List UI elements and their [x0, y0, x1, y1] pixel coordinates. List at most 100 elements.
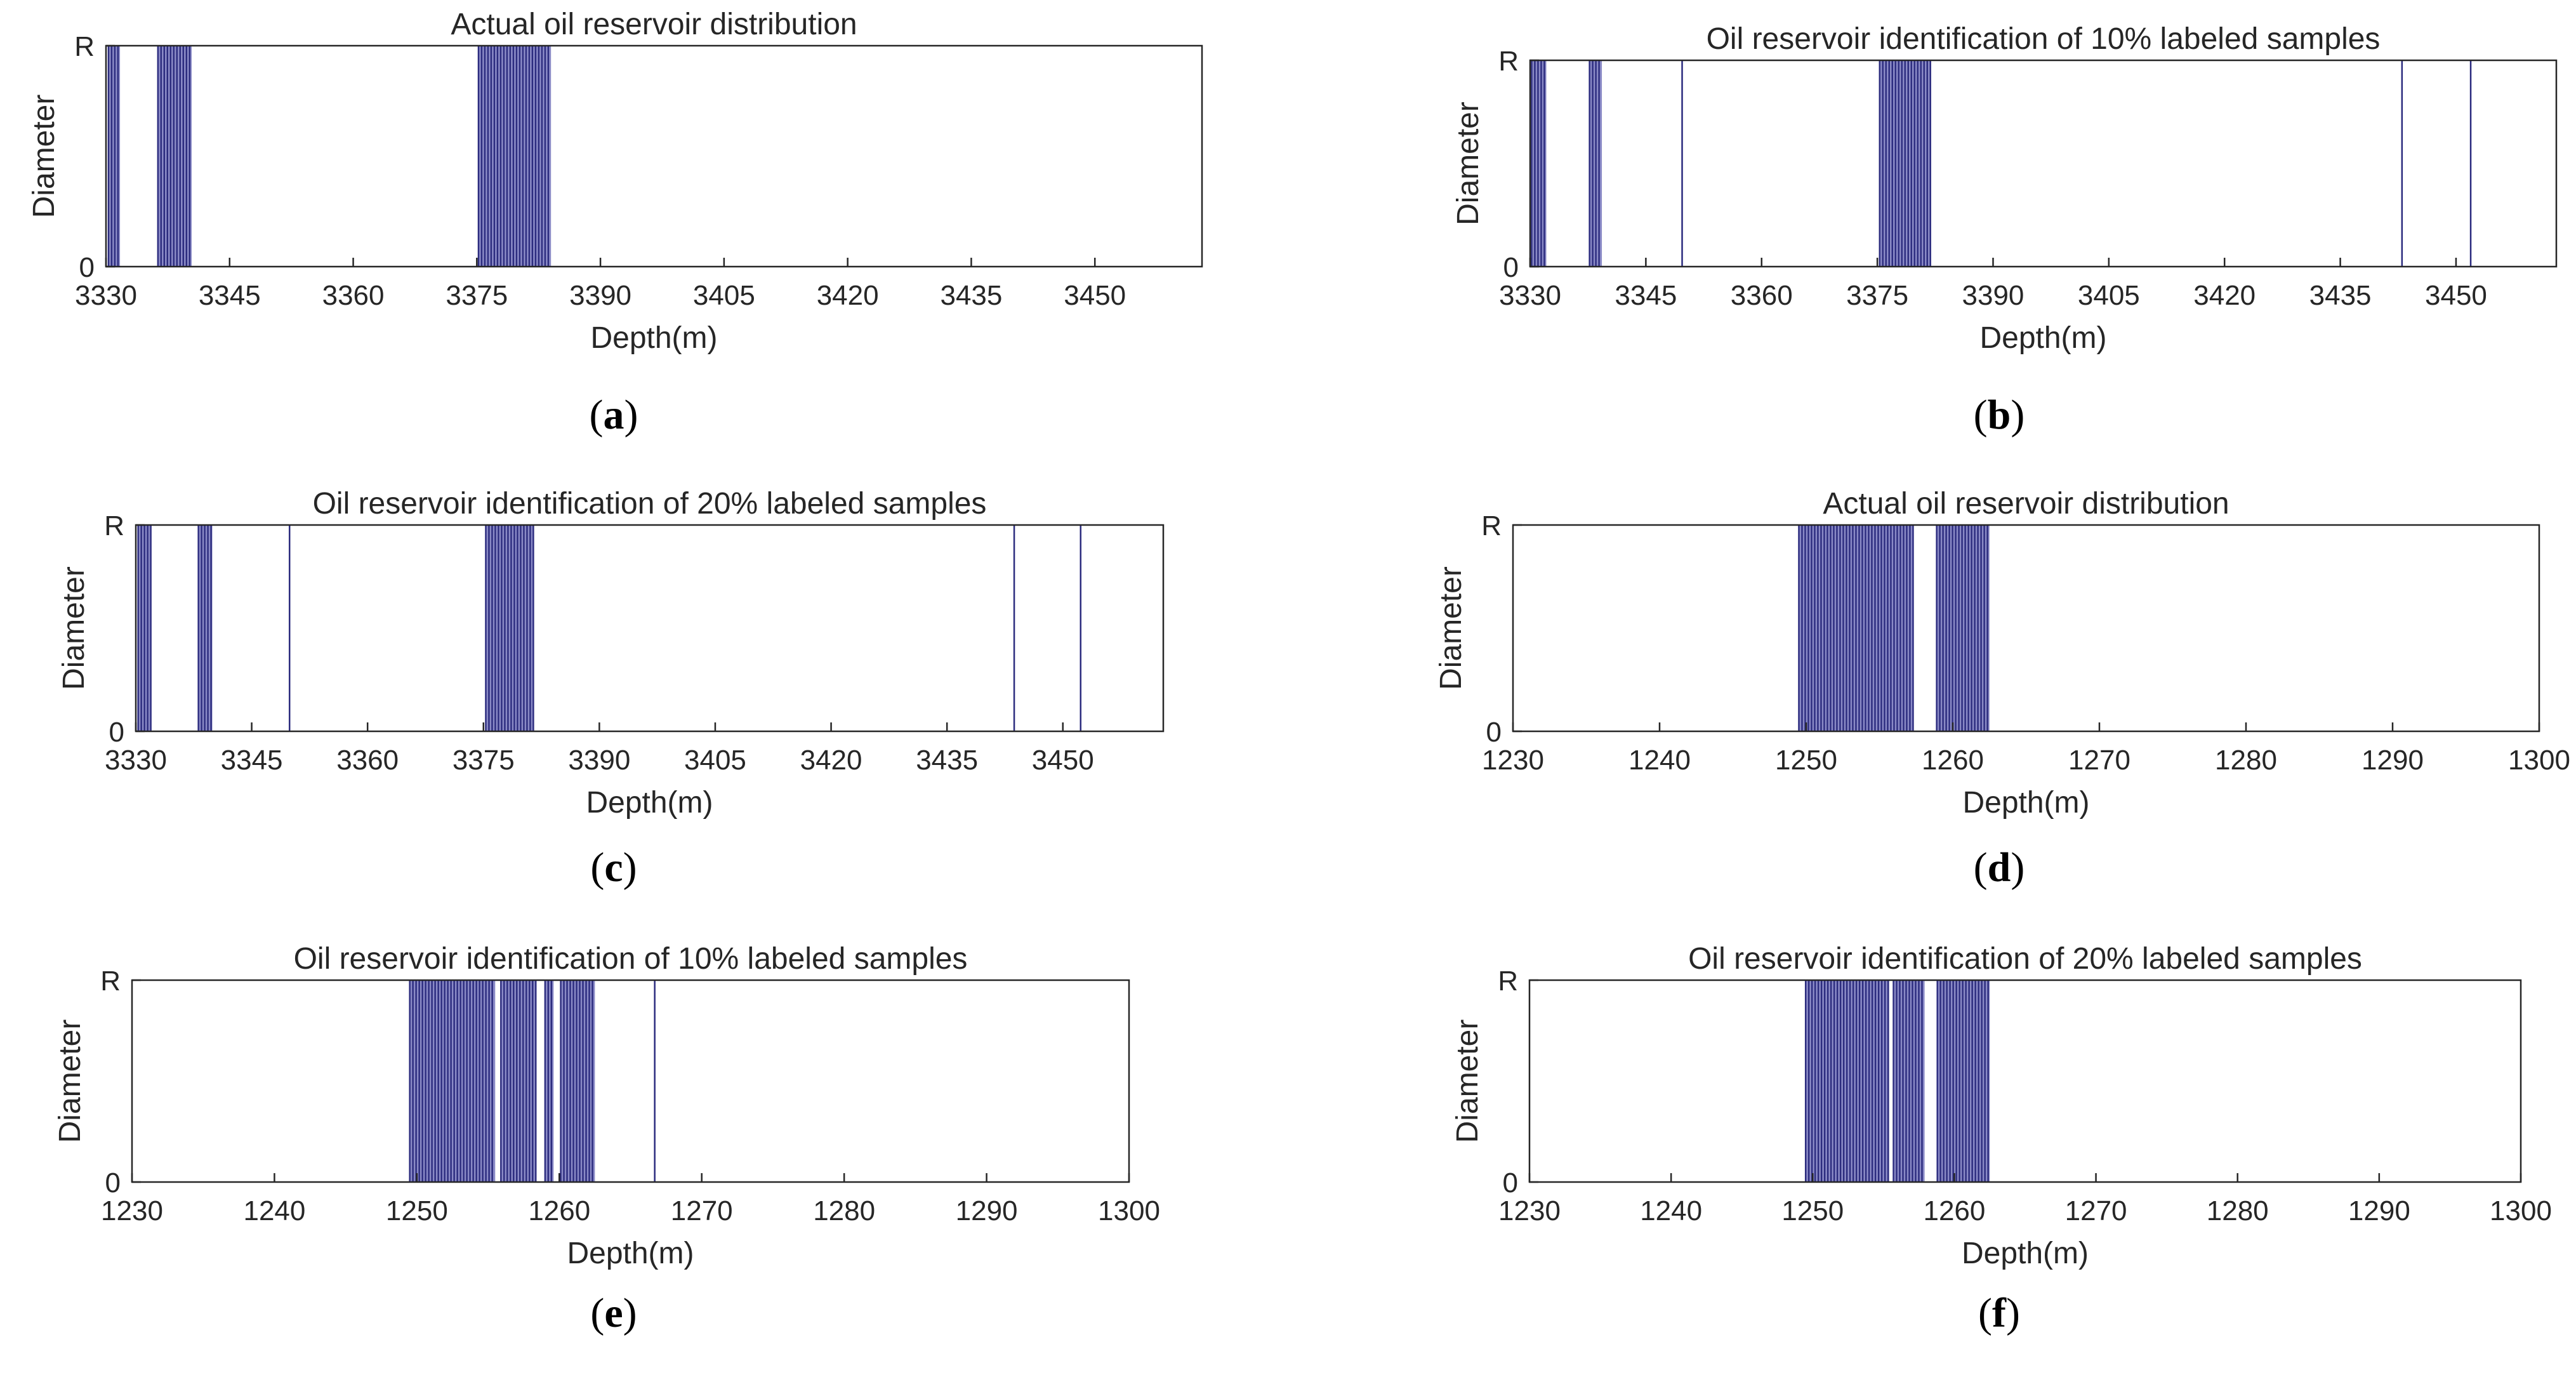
- x-tick-label: 3390: [568, 745, 630, 776]
- x-tick-label: 3435: [940, 280, 1002, 311]
- reservoir-interval-3: [485, 525, 534, 731]
- reservoir-interval-hatch-2: [197, 525, 212, 731]
- x-tick-label: 1300: [2508, 745, 2570, 776]
- x-tick-label: 3450: [1064, 280, 1126, 311]
- chart-title: Actual oil reservoir distribution: [451, 8, 857, 41]
- axes-box: [131, 979, 1130, 1183]
- x-tick-label: 1260: [1923, 1195, 1985, 1226]
- x-tick-label: 3450: [2425, 280, 2487, 311]
- x-tick-label: 1270: [2068, 745, 2130, 776]
- reservoir-interval-hatch-1: [107, 46, 119, 267]
- reservoir-interval-2: [501, 980, 537, 1182]
- y-tick-label: R: [100, 966, 121, 997]
- reservoir-interval-hatch-3: [1879, 60, 1931, 267]
- x-tick-label: 3330: [1499, 280, 1561, 311]
- x-tick-label: 1230: [101, 1195, 163, 1226]
- reservoir-interval-hatch-2: [500, 980, 537, 1182]
- x-tick-label: 1300: [2490, 1195, 2552, 1226]
- plot-area: [1513, 525, 2539, 731]
- chart-panel-b: 3330 3345 3360 3375 3390 3405 3420 3435 3450 0 R Oi…: [1451, 22, 2558, 438]
- x-tick-label: 3345: [199, 280, 261, 311]
- x-tick-label: 1290: [956, 1195, 1018, 1226]
- x-tick-label: 3375: [446, 280, 508, 311]
- x-tick-label: 3435: [2309, 280, 2372, 311]
- y-axis-label: Diameter: [1451, 102, 1485, 225]
- x-tick-label: 1280: [813, 1195, 875, 1226]
- y-axis-label: Diameter: [1434, 566, 1468, 690]
- axes-box: [135, 524, 1165, 733]
- x-tick-label: 1300: [1098, 1195, 1160, 1226]
- x-tick-label: 1290: [2348, 1195, 2410, 1226]
- x-tick-label: 1230: [1498, 1195, 1561, 1226]
- y-tick-label: 0: [1486, 717, 1502, 748]
- reservoir-interval-3: [545, 980, 554, 1182]
- panel-caption: (a): [590, 392, 638, 438]
- x-tick-label: 3450: [1032, 745, 1094, 776]
- reservoir-interval-hatch-3: [485, 525, 534, 731]
- x-tick-label: 1290: [2361, 745, 2424, 776]
- axes-box: [105, 44, 1203, 268]
- reservoir-interval-hatch-2: [1589, 60, 1600, 267]
- chart-title: Oil reservoir identification of 20% labe…: [1688, 942, 2362, 976]
- reservoir-interval-hatch-2: [157, 46, 191, 267]
- y-tick-label: 0: [79, 252, 95, 283]
- y-tick-label: 0: [1503, 1167, 1518, 1199]
- y-tick-label: R: [1481, 510, 1502, 542]
- y-tick-label: R: [104, 510, 124, 542]
- chart-title: Oil reservoir identification of 10% labe…: [1707, 22, 2381, 56]
- y-tick-label: R: [1498, 966, 1518, 997]
- x-tick-label: 1230: [1482, 745, 1544, 776]
- x-tick-label: 1270: [2065, 1195, 2127, 1226]
- plot-area: [106, 46, 1202, 267]
- y-tick-label: 0: [105, 1167, 121, 1199]
- y-tick-label: R: [74, 31, 95, 62]
- x-tick-label: 3375: [1846, 280, 1908, 311]
- x-tick-label: 3405: [2078, 280, 2140, 311]
- x-axis-label: Depth(m): [1979, 321, 2106, 355]
- x-tick-label: 3390: [569, 280, 631, 311]
- x-axis-label: Depth(m): [567, 1237, 694, 1270]
- chart-title: Oil reservoir identification of 20% labe…: [313, 487, 987, 521]
- y-axis-label: Diameter: [27, 95, 61, 218]
- reservoir-interval-hatch-4: [560, 980, 593, 1182]
- chart-panel-e: 1230 1240 1250 1260 1270 1280 1290 1300 0 R Oil re…: [53, 942, 1160, 1336]
- x-axis-label: Depth(m): [586, 786, 713, 820]
- x-tick-label: 3360: [322, 280, 385, 311]
- x-tick-label: 3390: [1962, 280, 2024, 311]
- panel-caption: (c): [590, 844, 637, 891]
- x-tick-label: 1250: [1781, 1195, 1844, 1226]
- reservoir-interval-hatch-3: [477, 46, 550, 267]
- chart-panel-c: 3330 3345 3360 3375 3390 3405 3420 3435 3450 0 R Oi…: [57, 487, 1165, 891]
- y-axis-label: Diameter: [1451, 1020, 1484, 1143]
- x-tick-label: 1250: [1775, 745, 1837, 776]
- axes-box: [1512, 524, 2540, 733]
- reservoir-interval-hatch-1: [1804, 980, 1889, 1182]
- axes-box: [1528, 979, 2522, 1183]
- reservoir-interval-hatch-1: [1798, 525, 1914, 731]
- chart-title: Oil reservoir identification of 10% labe…: [294, 942, 968, 976]
- chart-panel-a: 3330 3345 3360 3375 3390 3405 3420 3435 3450 0 R Ac…: [27, 8, 1203, 438]
- panel-caption: (d): [1974, 844, 2025, 891]
- y-tick-label: 0: [1503, 252, 1519, 283]
- x-tick-label: 1240: [243, 1195, 305, 1226]
- reservoir-interval-3: [478, 46, 552, 267]
- panel-caption: (f): [1978, 1290, 2020, 1336]
- x-tick-label: 1260: [528, 1195, 590, 1226]
- y-tick-label: R: [1498, 46, 1519, 77]
- x-axis-label: Depth(m): [1962, 1237, 2089, 1270]
- x-tick-label: 3360: [1731, 280, 1793, 311]
- x-tick-label: 3435: [916, 745, 978, 776]
- x-tick-label: 3420: [2193, 280, 2256, 311]
- reservoir-interval-hatch-1: [137, 525, 152, 731]
- x-tick-label: 3330: [75, 280, 137, 311]
- chart-title: Actual oil reservoir distribution: [1823, 487, 2229, 521]
- x-tick-label: 1240: [1640, 1195, 1702, 1226]
- reservoir-interval-1: [409, 980, 496, 1182]
- reservoir-interval-hatch-3: [1936, 980, 1989, 1182]
- x-tick-label: 3360: [336, 745, 399, 776]
- axes-box: [1529, 59, 2558, 268]
- reservoir-interval-hatch-1: [409, 980, 493, 1182]
- reservoir-interval-hatch-2: [1892, 980, 1923, 1182]
- x-tick-label: 3345: [221, 745, 283, 776]
